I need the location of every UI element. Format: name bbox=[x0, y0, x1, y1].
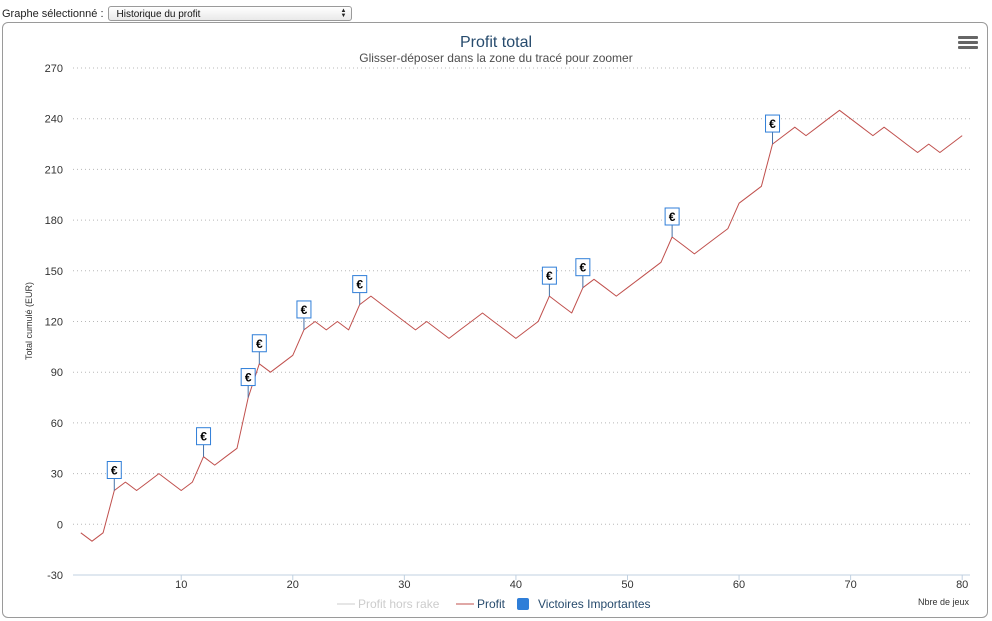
x-tick-label: 30 bbox=[398, 579, 410, 591]
legend-swatch-victoires bbox=[517, 598, 529, 610]
flag-box[interactable] bbox=[765, 114, 781, 133]
flag-euro-icon: € bbox=[546, 269, 553, 283]
y-axis-title: Total cumulé (EUR) bbox=[24, 282, 34, 360]
chart-title: Profit total bbox=[460, 34, 532, 51]
flag-box[interactable] bbox=[575, 258, 591, 277]
y-tick-label: 270 bbox=[45, 63, 63, 75]
x-tick-label: 80 bbox=[956, 579, 968, 591]
flag-euro-icon: € bbox=[256, 337, 263, 351]
flag-box[interactable] bbox=[541, 266, 557, 285]
x-tick-label: 40 bbox=[510, 579, 522, 591]
x-axis-title: Nbre de jeux bbox=[918, 597, 970, 607]
x-tick-label: 50 bbox=[621, 579, 633, 591]
flag-euro-icon: € bbox=[669, 210, 676, 224]
y-tick-label: 90 bbox=[51, 367, 63, 379]
y-tick-label: 30 bbox=[51, 469, 63, 481]
x-tick-label: 10 bbox=[175, 579, 187, 591]
flag-euro-icon: € bbox=[301, 303, 308, 317]
flag-box[interactable] bbox=[106, 461, 122, 479]
y-tick-label: 180 bbox=[45, 215, 63, 227]
flag-box[interactable] bbox=[352, 275, 368, 294]
x-tick-label: 20 bbox=[287, 579, 299, 591]
flag-box[interactable] bbox=[196, 427, 212, 446]
x-tick-label: 70 bbox=[844, 579, 856, 591]
flag-euro-icon: € bbox=[356, 278, 363, 292]
y-tick-label: 120 bbox=[45, 317, 63, 329]
y-tick-label: 0 bbox=[57, 519, 63, 531]
y-tick-label: 210 bbox=[45, 164, 63, 176]
x-tick-label: 60 bbox=[733, 579, 745, 591]
chart-container bbox=[2, 22, 988, 618]
y-tick-label: 240 bbox=[45, 114, 63, 126]
flag-box[interactable] bbox=[664, 207, 680, 226]
y-tick-label: 150 bbox=[45, 266, 63, 278]
select-arrows-icon: ▲ ▼ bbox=[340, 7, 347, 19]
flag-euro-icon: € bbox=[200, 430, 207, 444]
graph-selector-label: Graphe sélectionné : bbox=[2, 7, 104, 20]
profit-series-line[interactable] bbox=[80, 109, 963, 542]
legend-item-victoires-importantes[interactable]: Victoires Importantes bbox=[538, 597, 651, 611]
y-tick-label: 60 bbox=[51, 418, 63, 430]
flag-box[interactable] bbox=[296, 300, 312, 319]
flag-box[interactable] bbox=[251, 334, 267, 353]
chart-subtitle: Glisser-déposer dans la zone du tracé po… bbox=[359, 51, 632, 65]
flag-box[interactable] bbox=[240, 368, 256, 387]
chart-menu-icon[interactable] bbox=[958, 36, 978, 52]
legend-item-profit-hors-rake[interactable]: Profit hors rake bbox=[358, 597, 440, 611]
flag-euro-icon: € bbox=[245, 371, 252, 385]
graph-select-value: Historique du profit bbox=[116, 9, 201, 20]
flag-euro-icon: € bbox=[580, 261, 587, 275]
flag-euro-icon: € bbox=[769, 117, 776, 131]
y-tick-label: -30 bbox=[47, 570, 63, 582]
legend-item-profit[interactable]: Profit bbox=[477, 597, 506, 611]
graph-select[interactable]: Historique du profit ▲ ▼ bbox=[107, 6, 352, 21]
graph-selector-bar: Graphe sélectionné : Historique du profi… bbox=[2, 6, 352, 21]
flag-euro-icon: € bbox=[111, 464, 118, 478]
